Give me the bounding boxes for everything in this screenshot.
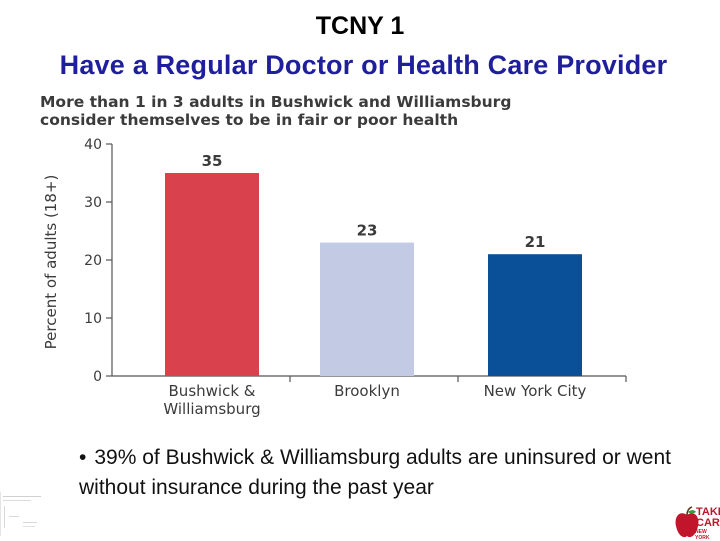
y-tick-label: 20	[84, 253, 102, 269]
x-category-label: New York City	[484, 382, 587, 400]
chart-title-line-1: More than 1 in 3 adults in Bushwick and …	[40, 93, 512, 111]
bar-value-label: 23	[357, 222, 378, 240]
y-tick-label: 0	[93, 369, 102, 385]
y-tick-label: 30	[84, 195, 102, 211]
bar	[320, 242, 414, 376]
y-axis-label: Percent of adults (18+)	[42, 175, 60, 350]
slide-thumbnail	[0, 492, 45, 536]
bar-value-label: 21	[525, 233, 546, 251]
y-tick-label: 10	[84, 311, 102, 327]
bullet-content: 39% of Bushwick & Williamsburg adults ar…	[79, 446, 671, 499]
x-category-label: Williamsburg	[163, 400, 260, 418]
x-category-label: Bushwick &	[169, 382, 256, 400]
bar	[165, 173, 259, 376]
x-category-label: Brooklyn	[334, 382, 400, 400]
apple-icon	[675, 506, 699, 538]
bar	[488, 254, 582, 376]
chart-title: More than 1 in 3 adults in Bushwick and …	[40, 93, 680, 129]
take-care-logo: TAKE CARE NEW YORK	[674, 504, 720, 541]
logo-text-care: CARE	[696, 517, 720, 529]
bar-value-label: 35	[202, 152, 223, 170]
slide-title: Have a Regular Doctor or Health Care Pro…	[59, 50, 668, 80]
y-tick-label: 40	[84, 137, 102, 153]
bullet-marker: •	[79, 446, 87, 469]
bullet-text: • 39% of Bushwick & Williamsburg adults a…	[79, 443, 679, 503]
bar-chart: 0 10 20 30 40 35 23 21 Bushwick &Williamsburg B…	[42, 137, 627, 418]
logo-text-take: TAKE	[696, 506, 720, 518]
slide-label: TCNY 1	[315, 12, 405, 40]
logo-text-newyork: NEW YORK	[695, 529, 710, 541]
slide-thumbnail-graphic	[3, 496, 41, 528]
chart-title-line-2: consider themselves to be in fair or poo…	[40, 111, 459, 129]
